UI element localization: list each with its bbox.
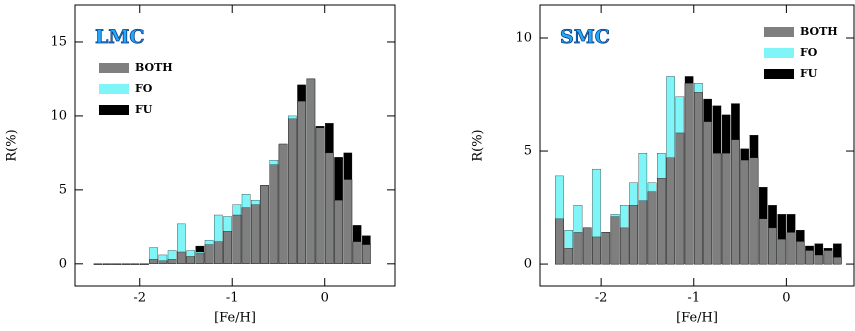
- bar: [694, 92, 703, 265]
- y-tick-label: 10: [50, 108, 67, 123]
- bar: [167, 259, 177, 264]
- bar: [362, 244, 371, 264]
- y-tick-label: 15: [50, 34, 67, 49]
- x-tick-label: -1: [226, 291, 239, 306]
- bar: [684, 83, 694, 265]
- y-tick-label: 5: [524, 144, 532, 159]
- bar: [564, 248, 573, 265]
- bar: [610, 216, 620, 265]
- x-axis-label: [Fe/H]: [214, 311, 256, 326]
- bar: [352, 241, 362, 264]
- bar: [130, 263, 140, 265]
- bar: [582, 227, 592, 265]
- bar: [721, 153, 731, 265]
- bar: [315, 127, 325, 264]
- panel-title: SMC: [560, 26, 610, 48]
- x-tick-label: -1: [687, 291, 700, 306]
- y-tick-label: 5: [59, 182, 67, 197]
- bar: [814, 254, 824, 265]
- bar: [214, 241, 223, 264]
- y-axis-label: R(%): [5, 129, 20, 161]
- bar: [195, 253, 205, 264]
- bar: [140, 263, 149, 265]
- legend-swatch: [99, 63, 129, 73]
- bar: [638, 200, 648, 265]
- legend-swatch: [764, 69, 794, 79]
- bar: [278, 143, 288, 264]
- bar: [740, 159, 749, 265]
- bar: [777, 239, 787, 265]
- panel: -2 -1 0 0 5 10 15 [Fe/H] R(%) LMC BOTH FO FU: [5, 4, 396, 326]
- legend-swatch: [764, 27, 794, 37]
- bar: [93, 263, 103, 265]
- bar: [177, 251, 186, 264]
- bar: [204, 244, 214, 264]
- bar: [749, 157, 759, 265]
- axes-frame: [74, 4, 396, 287]
- axes-frame: [539, 4, 855, 287]
- bar: [675, 132, 685, 265]
- bar: [232, 214, 242, 264]
- bar: [666, 157, 675, 265]
- bar: [601, 232, 611, 265]
- bar: [823, 250, 833, 265]
- bar: [833, 257, 842, 265]
- bar: [269, 164, 279, 264]
- bar: [657, 178, 666, 265]
- legend-swatch: [99, 84, 129, 94]
- bar: [241, 207, 251, 264]
- y-tick-label: 0: [59, 256, 67, 271]
- x-axis-label: [Fe/H]: [676, 311, 718, 326]
- bar: [731, 139, 740, 265]
- y-tick-label: 0: [524, 257, 532, 272]
- bar: [112, 263, 121, 265]
- x-tick-label: 0: [782, 291, 790, 306]
- bar: [703, 121, 712, 265]
- bar: [297, 100, 306, 264]
- legend-label: FU: [135, 103, 153, 116]
- bar: [795, 241, 805, 265]
- bar: [758, 218, 768, 265]
- x-tick-label: -2: [133, 291, 146, 306]
- bar: [186, 256, 195, 264]
- legend-swatch: [99, 105, 129, 115]
- y-tick-label: 10: [515, 31, 532, 46]
- bar: [629, 205, 638, 265]
- legend-label: FO: [135, 82, 153, 95]
- bar: [251, 204, 260, 264]
- bar: [555, 218, 564, 265]
- bar: [121, 263, 131, 265]
- legend-label: BOTH: [135, 61, 173, 74]
- panel: -2 -1 0 0 5 10 [Fe/H] R(%) SMC BOTH FO FU: [471, 4, 855, 326]
- x-tick-label: -2: [595, 291, 608, 306]
- bar: [325, 152, 334, 264]
- bar: [149, 259, 158, 264]
- bar: [334, 200, 343, 264]
- x-tick-label: 0: [321, 291, 329, 306]
- bar: [103, 263, 112, 265]
- legend-label: FO: [800, 46, 818, 59]
- bar: [805, 250, 814, 265]
- bar: [306, 78, 316, 264]
- bar: [223, 231, 232, 264]
- bar: [592, 236, 601, 265]
- panel-title: LMC: [95, 26, 145, 48]
- bar: [260, 185, 269, 264]
- y-axis-label: R(%): [471, 129, 486, 161]
- bar: [158, 260, 168, 264]
- legend-label: BOTH: [800, 25, 838, 38]
- bar: [343, 179, 353, 264]
- bar: [620, 227, 629, 265]
- bar: [288, 118, 297, 264]
- bar: [573, 232, 583, 265]
- bar: [786, 232, 796, 265]
- legend-label: FU: [800, 67, 818, 80]
- bar: [768, 227, 777, 265]
- bar: [712, 153, 722, 265]
- legend-swatch: [764, 48, 794, 58]
- bar: [647, 191, 657, 265]
